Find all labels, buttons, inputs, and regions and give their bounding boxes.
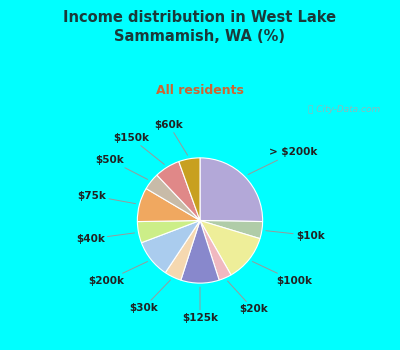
Wedge shape bbox=[137, 220, 200, 243]
Wedge shape bbox=[142, 220, 200, 273]
Wedge shape bbox=[181, 220, 219, 283]
Wedge shape bbox=[200, 220, 263, 239]
Wedge shape bbox=[200, 158, 263, 222]
Wedge shape bbox=[200, 220, 231, 280]
Text: $150k: $150k bbox=[113, 133, 164, 164]
Text: $30k: $30k bbox=[129, 280, 170, 313]
Wedge shape bbox=[137, 189, 200, 222]
Text: Income distribution in West Lake
Sammamish, WA (%): Income distribution in West Lake Sammami… bbox=[64, 10, 336, 44]
Text: $40k: $40k bbox=[76, 233, 134, 244]
Text: All residents: All residents bbox=[156, 84, 244, 97]
Wedge shape bbox=[157, 162, 200, 220]
Text: > $200k: > $200k bbox=[248, 147, 318, 175]
Text: $20k: $20k bbox=[228, 281, 268, 314]
Wedge shape bbox=[146, 175, 200, 220]
Text: $60k: $60k bbox=[154, 120, 188, 155]
Text: $50k: $50k bbox=[95, 155, 148, 180]
Text: $200k: $200k bbox=[88, 261, 148, 286]
Text: $10k: $10k bbox=[266, 231, 325, 240]
Wedge shape bbox=[179, 158, 200, 220]
Text: $75k: $75k bbox=[77, 191, 136, 204]
Wedge shape bbox=[165, 220, 200, 280]
Text: ⓘ City-Data.com: ⓘ City-Data.com bbox=[308, 105, 380, 114]
Wedge shape bbox=[200, 220, 260, 275]
Text: $125k: $125k bbox=[182, 287, 218, 323]
Text: $100k: $100k bbox=[252, 261, 312, 286]
